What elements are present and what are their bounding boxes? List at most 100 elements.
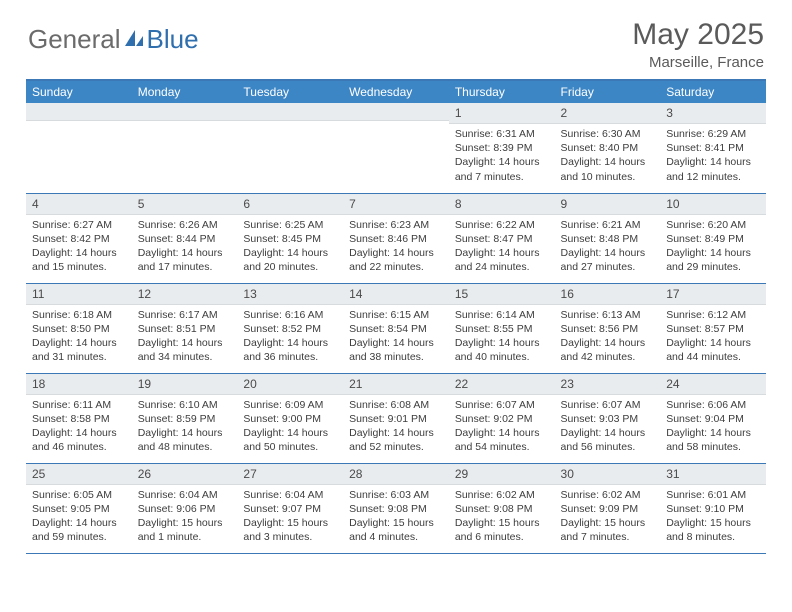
sunrise-line: Sunrise: 6:27 AM [32,218,126,232]
sunrise-line: Sunrise: 6:02 AM [455,488,549,502]
day-details: Sunrise: 6:20 AMSunset: 8:49 PMDaylight:… [660,215,766,279]
day-number: 28 [343,464,449,485]
day-number: 1 [449,103,555,124]
day-details: Sunrise: 6:04 AMSunset: 9:06 PMDaylight:… [132,485,238,549]
calendar-container: Sunday Monday Tuesday Wednesday Thursday… [0,79,792,554]
sunset-line: Sunset: 8:52 PM [243,322,337,336]
sunset-line: Sunset: 9:03 PM [561,412,655,426]
sunrise-line: Sunrise: 6:23 AM [349,218,443,232]
day-number: 4 [26,194,132,215]
daylight-line: Daylight: 14 hours and 27 minutes. [561,246,655,274]
calendar-cell: 15Sunrise: 6:14 AMSunset: 8:55 PMDayligh… [449,283,555,373]
calendar-cell: 8Sunrise: 6:22 AMSunset: 8:47 PMDaylight… [449,193,555,283]
calendar-cell: 25Sunrise: 6:05 AMSunset: 9:05 PMDayligh… [26,463,132,553]
page-header: General Blue May 2025 Marseille, France [0,0,792,79]
sunset-line: Sunset: 9:02 PM [455,412,549,426]
sunrise-line: Sunrise: 6:11 AM [32,398,126,412]
day-details: Sunrise: 6:09 AMSunset: 9:00 PMDaylight:… [237,395,343,459]
calendar-cell: 29Sunrise: 6:02 AMSunset: 9:08 PMDayligh… [449,463,555,553]
sunset-line: Sunset: 8:56 PM [561,322,655,336]
daylight-line: Daylight: 14 hours and 46 minutes. [32,426,126,454]
sunset-line: Sunset: 9:10 PM [666,502,760,516]
sunset-line: Sunset: 9:09 PM [561,502,655,516]
day-number: 10 [660,194,766,215]
calendar-cell: 18Sunrise: 6:11 AMSunset: 8:58 PMDayligh… [26,373,132,463]
calendar-cell: 20Sunrise: 6:09 AMSunset: 9:00 PMDayligh… [237,373,343,463]
sunset-line: Sunset: 8:45 PM [243,232,337,246]
day-details: Sunrise: 6:16 AMSunset: 8:52 PMDaylight:… [237,305,343,369]
sunrise-line: Sunrise: 6:02 AM [561,488,655,502]
day-number: 15 [449,284,555,305]
brand-part2: Blue [147,24,199,55]
day-number: 23 [555,374,661,395]
day-number: 30 [555,464,661,485]
brand-logo: General Blue [28,24,199,55]
sunrise-line: Sunrise: 6:09 AM [243,398,337,412]
weekday-header: Saturday [660,80,766,103]
day-details: Sunrise: 6:07 AMSunset: 9:02 PMDaylight:… [449,395,555,459]
calendar-cell: 23Sunrise: 6:07 AMSunset: 9:03 PMDayligh… [555,373,661,463]
day-number: 3 [660,103,766,124]
day-number: 12 [132,284,238,305]
calendar-cell: 26Sunrise: 6:04 AMSunset: 9:06 PMDayligh… [132,463,238,553]
day-number: 6 [237,194,343,215]
day-number: 18 [26,374,132,395]
calendar-cell: 13Sunrise: 6:16 AMSunset: 8:52 PMDayligh… [237,283,343,373]
day-details: Sunrise: 6:25 AMSunset: 8:45 PMDaylight:… [237,215,343,279]
day-number: 7 [343,194,449,215]
daylight-line: Daylight: 14 hours and 42 minutes. [561,336,655,364]
title-block: May 2025 Marseille, France [632,18,764,71]
day-details: Sunrise: 6:30 AMSunset: 8:40 PMDaylight:… [555,124,661,188]
daylight-line: Daylight: 14 hours and 7 minutes. [455,155,549,183]
sunrise-line: Sunrise: 6:29 AM [666,127,760,141]
weekday-header: Wednesday [343,80,449,103]
day-details: Sunrise: 6:27 AMSunset: 8:42 PMDaylight:… [26,215,132,279]
sunrise-line: Sunrise: 6:14 AM [455,308,549,322]
calendar-cell [26,103,132,193]
daylight-line: Daylight: 15 hours and 8 minutes. [666,516,760,544]
daylight-line: Daylight: 14 hours and 36 minutes. [243,336,337,364]
day-number: 25 [26,464,132,485]
day-details: Sunrise: 6:06 AMSunset: 9:04 PMDaylight:… [660,395,766,459]
sunrise-line: Sunrise: 6:17 AM [138,308,232,322]
daylight-line: Daylight: 14 hours and 40 minutes. [455,336,549,364]
day-number: 24 [660,374,766,395]
calendar-cell: 4Sunrise: 6:27 AMSunset: 8:42 PMDaylight… [26,193,132,283]
sunset-line: Sunset: 8:49 PM [666,232,760,246]
day-details: Sunrise: 6:22 AMSunset: 8:47 PMDaylight:… [449,215,555,279]
calendar-row: 25Sunrise: 6:05 AMSunset: 9:05 PMDayligh… [26,463,766,553]
sunset-line: Sunset: 9:06 PM [138,502,232,516]
calendar-cell: 3Sunrise: 6:29 AMSunset: 8:41 PMDaylight… [660,103,766,193]
calendar-row: 11Sunrise: 6:18 AMSunset: 8:50 PMDayligh… [26,283,766,373]
sunrise-line: Sunrise: 6:26 AM [138,218,232,232]
day-details: Sunrise: 6:17 AMSunset: 8:51 PMDaylight:… [132,305,238,369]
calendar-row: 1Sunrise: 6:31 AMSunset: 8:39 PMDaylight… [26,103,766,193]
calendar-cell: 6Sunrise: 6:25 AMSunset: 8:45 PMDaylight… [237,193,343,283]
sunrise-line: Sunrise: 6:16 AM [243,308,337,322]
sunset-line: Sunset: 9:07 PM [243,502,337,516]
calendar-cell: 28Sunrise: 6:03 AMSunset: 9:08 PMDayligh… [343,463,449,553]
sunrise-line: Sunrise: 6:15 AM [349,308,443,322]
calendar-cell: 17Sunrise: 6:12 AMSunset: 8:57 PMDayligh… [660,283,766,373]
sunset-line: Sunset: 8:48 PM [561,232,655,246]
day-details: Sunrise: 6:03 AMSunset: 9:08 PMDaylight:… [343,485,449,549]
sunset-line: Sunset: 8:54 PM [349,322,443,336]
day-number: 27 [237,464,343,485]
day-number: 16 [555,284,661,305]
sunrise-line: Sunrise: 6:10 AM [138,398,232,412]
daylight-line: Daylight: 15 hours and 1 minute. [138,516,232,544]
daylight-line: Daylight: 15 hours and 6 minutes. [455,516,549,544]
sunrise-line: Sunrise: 6:04 AM [243,488,337,502]
day-number: 17 [660,284,766,305]
daylight-line: Daylight: 14 hours and 59 minutes. [32,516,126,544]
calendar-cell: 7Sunrise: 6:23 AMSunset: 8:46 PMDaylight… [343,193,449,283]
day-details: Sunrise: 6:13 AMSunset: 8:56 PMDaylight:… [555,305,661,369]
calendar-cell: 10Sunrise: 6:20 AMSunset: 8:49 PMDayligh… [660,193,766,283]
calendar-cell: 31Sunrise: 6:01 AMSunset: 9:10 PMDayligh… [660,463,766,553]
sunset-line: Sunset: 8:40 PM [561,141,655,155]
day-details: Sunrise: 6:15 AMSunset: 8:54 PMDaylight:… [343,305,449,369]
weekday-header: Friday [555,80,661,103]
daylight-line: Daylight: 14 hours and 20 minutes. [243,246,337,274]
sunset-line: Sunset: 8:39 PM [455,141,549,155]
day-details: Sunrise: 6:07 AMSunset: 9:03 PMDaylight:… [555,395,661,459]
